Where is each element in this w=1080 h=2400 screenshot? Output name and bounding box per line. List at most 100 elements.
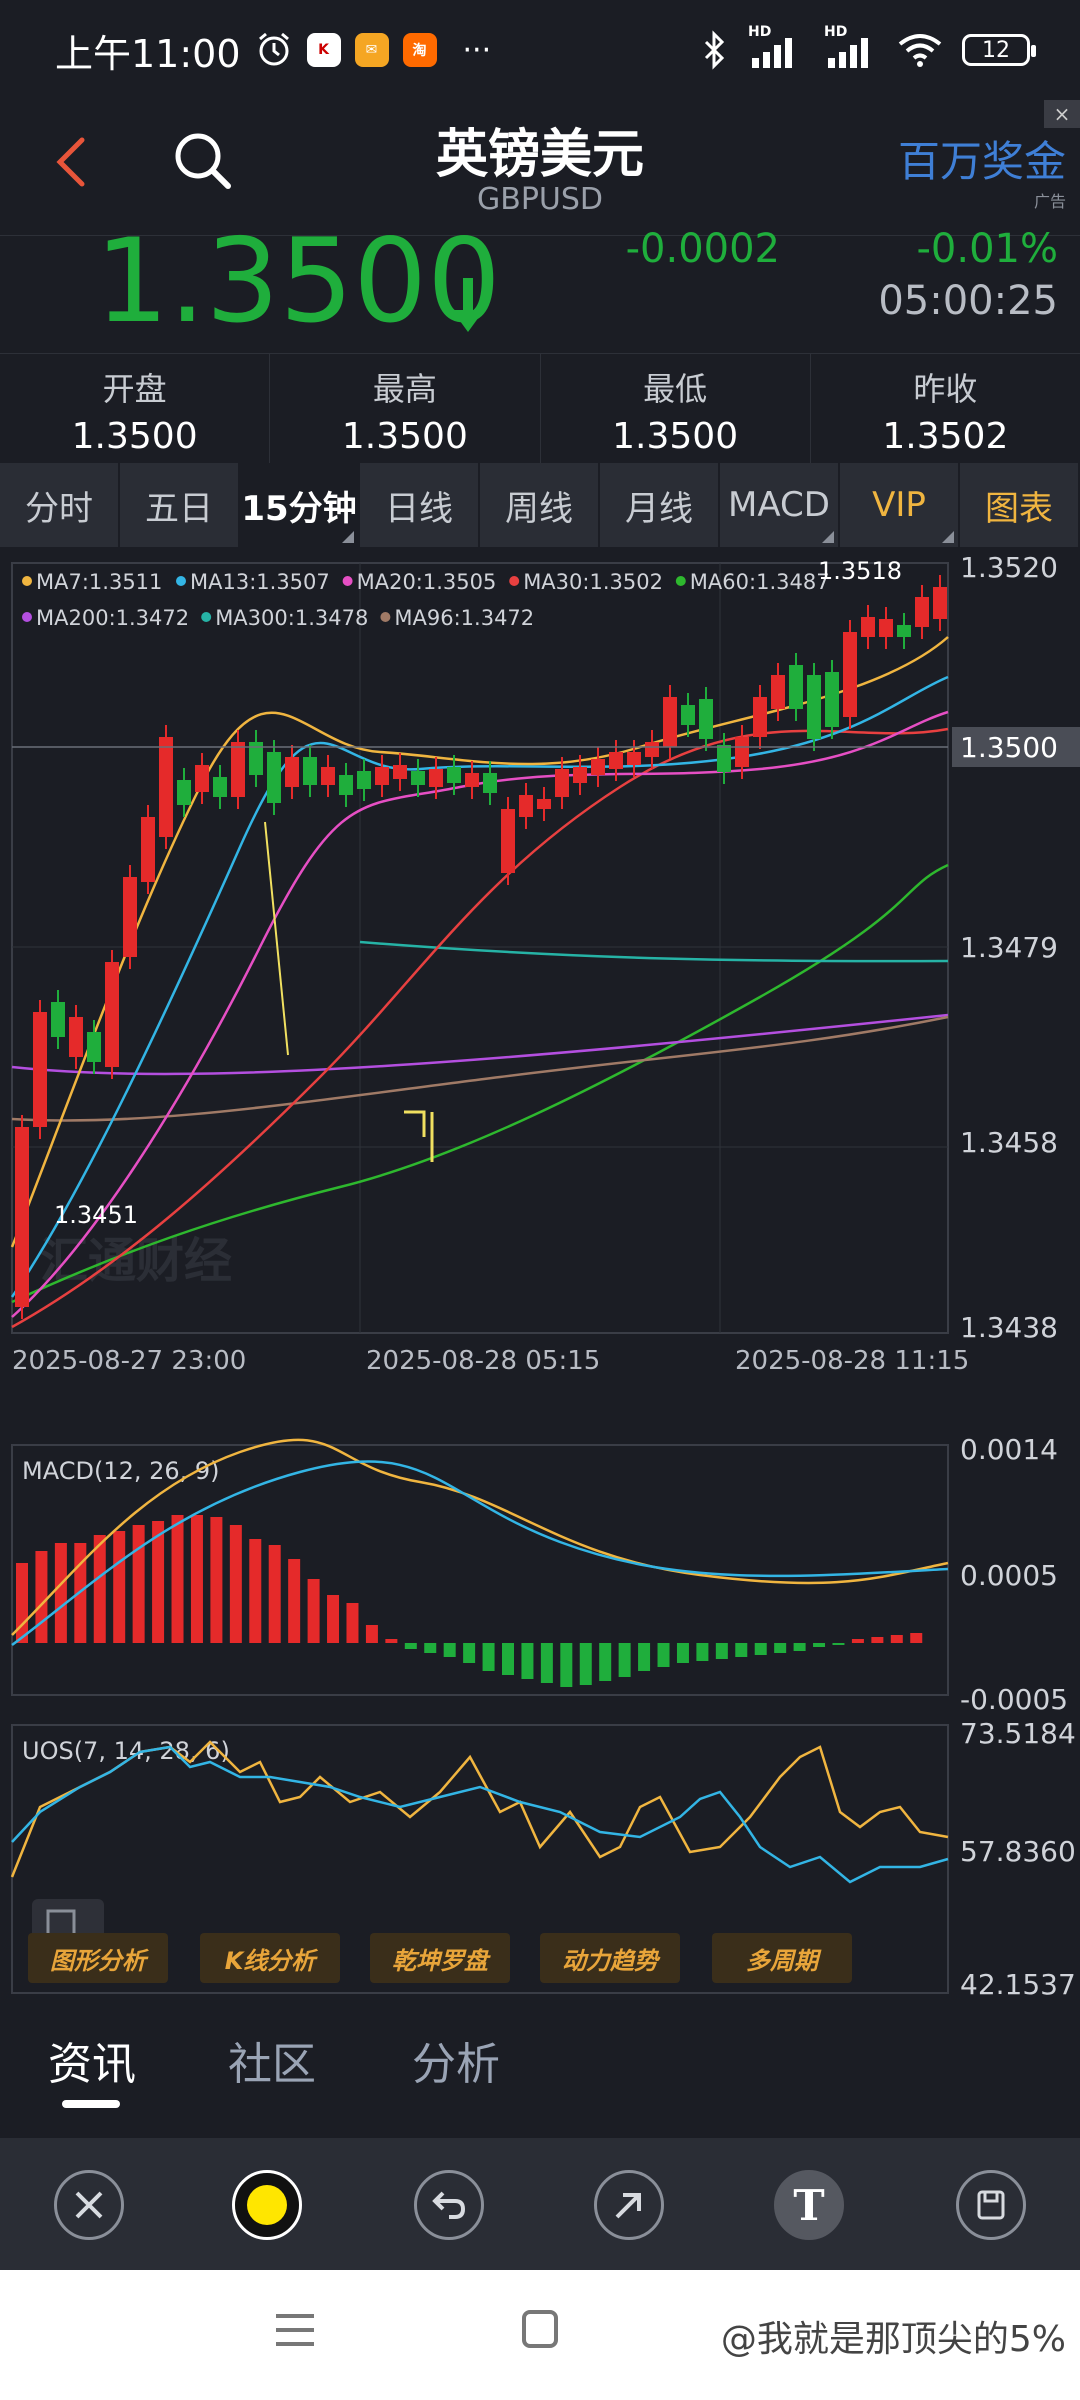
tab-macd[interactable]: MACD [720,463,840,547]
macd-bar [754,1643,767,1655]
low-price-label: 1.3451 [54,1201,138,1229]
uos-y-label: 42.1537 [960,1968,1076,1997]
macd-bar [424,1643,437,1653]
tab-daily[interactable]: 日线 [360,463,480,547]
candle-body [33,1012,47,1127]
macd-bar [229,1525,242,1643]
candle-body [375,767,389,785]
legend-dot [380,612,391,622]
signal-2-icon: HD [822,24,878,70]
menu-icon[interactable] [272,2310,318,2350]
price-change-percent: -0.01% [916,226,1058,272]
macd-bar [851,1639,864,1643]
candle-body [519,795,533,817]
mail-app-icon: ✉ [354,33,389,67]
tool-kline-analysis[interactable]: K线分析 [200,1933,340,1983]
macd-bar [54,1543,67,1643]
candle-body [231,742,245,797]
ohlc-row: 开盘 1.3500 最高 1.3500 最低 1.3500 昨收 1.3502 [0,353,1080,463]
legend-dot [176,576,186,586]
candle-body [681,705,695,725]
active-tab-indicator [62,2100,120,2108]
signal-1-icon: HD [746,24,802,70]
macd-bar [521,1643,534,1679]
candle-body [195,765,209,792]
macd-bar [540,1643,553,1683]
ohlc-open: 开盘 1.3500 [0,354,271,463]
candle-body [447,767,461,783]
ma300-line [359,940,949,963]
tab-monthly[interactable]: 月线 [600,463,720,547]
legend-dot [509,576,520,586]
candle-body [501,809,515,873]
tab-news[interactable]: 资讯 [48,2039,136,2090]
color-icon[interactable] [232,2170,302,2240]
tab-five-day[interactable]: 五日 [120,463,240,547]
macd-bar [249,1539,262,1643]
symbol-code: GBPUSD [476,182,604,217]
macd-bar [910,1633,923,1643]
tool-compass[interactable]: 乾坤罗盘 [370,1933,510,1983]
tool-momentum-trend[interactable]: 动力趋势 [540,1933,680,1983]
candle-body [933,587,947,619]
tab-chart-settings[interactable]: 图表 [960,463,1080,547]
back-icon[interactable] [48,132,98,192]
candle-body [807,675,821,739]
macd-bar [638,1643,651,1671]
drawn-trend-line [264,821,289,1056]
candle-body [51,1002,65,1037]
chart-area[interactable]: MA7:1.3511 MA13:1.3507 MA20:1.3505 MA30:1.3… [0,547,1080,2001]
tool-multi-period[interactable]: 多周期 [712,1933,852,1983]
search-icon[interactable] [170,128,236,194]
ma-legend-item: MA300:1.3478 [215,606,368,630]
home-icon[interactable] [520,2308,560,2350]
macd-bar [346,1603,359,1643]
candle-body [609,752,623,769]
macd-bar [16,1563,28,1643]
macd-bar [579,1643,592,1685]
tab-15min[interactable]: 15分钟 [240,463,360,547]
chart-period-tabs: 分时 五日 15分钟 日线 周线 月线 MACD VIP 图表 [0,463,1080,547]
candle-body [645,742,659,757]
tab-community[interactable]: 社区 [228,2039,316,2090]
y-axis-label: 1.3479 [960,931,1058,964]
candle-body [429,769,443,787]
save-icon[interactable] [956,2170,1026,2240]
battery-icon: 12 [962,34,1036,66]
candle-body [123,877,137,957]
candle-body [105,962,119,1067]
ad-banner-link[interactable]: 百万奖金 [897,137,1066,186]
text-icon[interactable]: T [774,2170,844,2240]
ma20-line [11,710,949,1318]
ad-close-button[interactable]: × [1044,100,1080,128]
macd-bar [93,1535,106,1643]
close-icon[interactable] [54,2170,124,2240]
macd-y-label: 0.0014 [960,1433,1058,1466]
page-title: 英镑美元 [435,125,644,185]
taobao-app-icon: 淘 [402,33,437,67]
tab-weekly[interactable]: 周线 [480,463,600,547]
legend-dot [201,612,212,622]
ohlc-low: 最低 1.3500 [541,354,811,463]
tab-analysis[interactable]: 分析 [412,2039,500,2090]
uos-line [10,1740,949,1878]
ma200-line [11,1013,949,1076]
candle-body [303,757,317,785]
arrow-icon[interactable] [594,2170,664,2240]
kline-chart[interactable]: MA7:1.3511 MA13:1.3507 MA20:1.3505 MA30:1.3… [0,547,1080,2001]
tab-intraday[interactable]: 分时 [0,463,120,547]
macd-bar [676,1643,689,1663]
macd-bar [288,1559,301,1643]
tool-pattern-analysis[interactable]: 图形分析 [28,1933,168,1983]
candle-body [771,675,785,709]
x-axis-label: 2025-08-28 05:15 [366,1346,600,1376]
ma-legend-item: MA7:1.3511 [36,570,162,594]
status-time: 上午11:00 [55,31,241,76]
tab-vip[interactable]: VIP [840,463,960,547]
macd-bar [171,1515,184,1643]
undo-icon[interactable] [414,2170,484,2240]
macd-bar [443,1643,456,1657]
candle-body [879,619,893,637]
uos-y-label: 57.8360 [960,1835,1076,1868]
wifi-icon [898,34,942,67]
